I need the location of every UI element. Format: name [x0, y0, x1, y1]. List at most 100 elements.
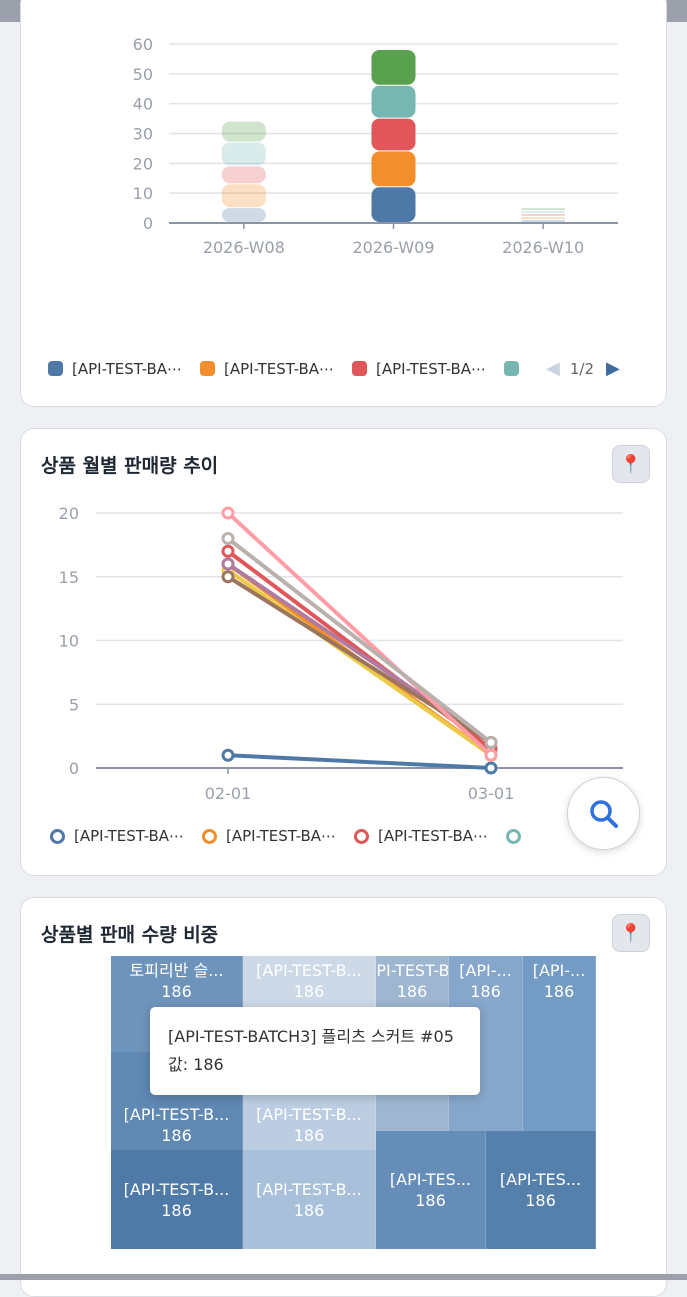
- tooltip-value: 값: 186: [168, 1055, 224, 1074]
- legend-label: [API-TEST-BA⋯: [376, 359, 486, 378]
- legend-item[interactable]: [504, 361, 528, 376]
- cell-label: [API-TES...: [389, 1170, 472, 1189]
- y-tick-label: 50: [133, 65, 153, 84]
- data-point: [484, 736, 498, 749]
- y-tick-label: 10: [133, 184, 153, 203]
- treemap-cell[interactable]: [API-TEST-B...186: [243, 1150, 376, 1249]
- y-tick-label: 5: [69, 695, 79, 714]
- pin-icon: 📍: [619, 922, 643, 944]
- line-chart-card: 상품 월별 판매량 추이 📍 0 5 10 15 20 02-01 03-01 [API-T…: [20, 428, 667, 876]
- cell-value: 186: [293, 1200, 325, 1220]
- data-point: [221, 748, 235, 762]
- zoom-button[interactable]: [567, 777, 640, 850]
- data-point: [221, 570, 235, 584]
- bar-segment: [521, 217, 566, 220]
- data-point: [221, 557, 235, 571]
- cell-label: [API-TEST-B...: [256, 961, 362, 980]
- legend-next-icon[interactable]: ▶: [605, 358, 620, 379]
- data-point: [484, 761, 498, 775]
- y-tick-label: 15: [59, 568, 79, 587]
- y-tick-label: 60: [133, 35, 153, 54]
- y-tick-label: 0: [143, 214, 153, 233]
- bar-segment: [371, 187, 416, 222]
- x-tick-label: 2026-W10: [502, 238, 584, 257]
- pin-icon: 📍: [619, 453, 643, 475]
- bar-chart: 0 10 20 30 40 50 60 2026-W08 2026-W09 2026-W10: [133, 35, 618, 257]
- cell-label: [API-TES...: [499, 1170, 582, 1189]
- legend-item[interactable]: [API-TEST-BA⋯: [48, 360, 182, 378]
- x-tick-label: 02-01: [205, 784, 252, 803]
- cell-label: [API-TEST-B...: [376, 961, 449, 980]
- bar-segment: [221, 208, 266, 222]
- bar-chart-card: 0 10 20 30 40 50 60 2026-W08 2026-W09 2026-W10 [A…: [20, 0, 667, 407]
- legend-item[interactable]: [API-TEST-BA⋯: [202, 827, 336, 845]
- cell-label: 토피리반 슬...: [129, 961, 224, 980]
- legend-label: [API-TEST-BA⋯: [378, 827, 488, 845]
- bar-segment: [521, 211, 566, 214]
- legend-item[interactable]: [API-TEST-BA⋯: [354, 827, 488, 845]
- bar-legend: [API-TEST-BA⋯ [API-TEST-BA⋯ [API-TEST-BA…: [48, 358, 620, 379]
- legend-label: [API-TEST-BA⋯: [72, 359, 182, 378]
- treemap-cell[interactable]: [API-TES... 186: [486, 1131, 596, 1249]
- legend-item[interactable]: [506, 828, 530, 844]
- legend-label: [API-TEST-BA⋯: [224, 359, 334, 378]
- bar-segment: [371, 85, 416, 118]
- tooltip-name: [API-TEST-BATCH3] 플리츠 스커트 #05: [168, 1027, 454, 1046]
- y-tick-label: 0: [69, 759, 79, 778]
- cell-label: [API-...: [459, 961, 512, 980]
- data-point: [484, 748, 498, 762]
- cell-label: [API-TEST-B...: [256, 1179, 362, 1199]
- cell-value: 186: [525, 1191, 556, 1210]
- legend-marker: [354, 828, 369, 844]
- y-tick-label: 40: [133, 95, 153, 114]
- x-tick-label: 2026-W09: [352, 238, 434, 257]
- search-icon: [589, 799, 618, 828]
- bar-segment: [371, 118, 416, 151]
- cell-value: 186: [161, 1200, 192, 1220]
- card-title: 상품 월별 판매량 추이: [41, 455, 219, 477]
- pin-button[interactable]: 📍: [612, 914, 650, 952]
- legend-item[interactable]: [API-TEST-BA⋯: [352, 360, 486, 378]
- y-tick-label: 10: [59, 632, 79, 651]
- bar-segment: [221, 142, 266, 166]
- bar-segment: [521, 220, 566, 222]
- legend-marker: [202, 828, 217, 844]
- x-tick-label: 2026-W08: [203, 238, 285, 257]
- legend-item[interactable]: [API-TEST-BA⋯: [200, 360, 334, 378]
- cell-value: 186: [396, 982, 428, 1001]
- cell-value: 186: [543, 982, 575, 1001]
- treemap: 토피리반 슬... 186 [API-TEST-B... 186 [API-TEST-B…: [111, 956, 596, 1249]
- bar-segment: [221, 121, 266, 142]
- legend-swatch: [200, 361, 215, 376]
- legend-marker: [50, 828, 65, 844]
- bar-segment: [221, 184, 266, 208]
- y-tick-label: 30: [133, 125, 153, 144]
- bar-segment: [521, 214, 566, 217]
- cell-value: 186: [293, 1126, 325, 1145]
- series-line: [226, 536, 493, 745]
- legend-label: [API-TEST-BA⋯: [74, 827, 184, 845]
- cell-value: 186: [293, 982, 325, 1001]
- y-tick-label: 20: [59, 504, 79, 523]
- treemap-cell[interactable]: [API-TES... 186: [376, 1131, 486, 1249]
- cell-value: 186: [161, 1126, 192, 1145]
- bottom-bar: [0, 1274, 687, 1280]
- treemap-cell[interactable]: [API-TEST-B...186: [111, 1150, 243, 1249]
- legend-swatch: [504, 361, 519, 376]
- x-tick-label: 03-01: [468, 784, 515, 803]
- pin-button[interactable]: 📍: [612, 445, 650, 483]
- cell-value: 186: [415, 1191, 446, 1210]
- series-line: [227, 753, 492, 770]
- cell-label: [API-...: [532, 961, 586, 980]
- cell-label: [API-TEST-B...: [123, 1179, 230, 1199]
- data-point: [221, 506, 235, 520]
- data-point: [221, 544, 235, 558]
- legend-prev-icon[interactable]: ◀: [546, 358, 560, 379]
- legend-item[interactable]: [API-TEST-BA⋯: [50, 827, 184, 845]
- legend-marker: [506, 828, 521, 844]
- y-tick-label: 20: [133, 154, 153, 173]
- treemap-cell[interactable]: [API-... 186: [523, 956, 596, 1131]
- data-point: [221, 532, 235, 545]
- cell-value: 186: [470, 982, 501, 1001]
- legend-page: 1/2: [569, 359, 594, 378]
